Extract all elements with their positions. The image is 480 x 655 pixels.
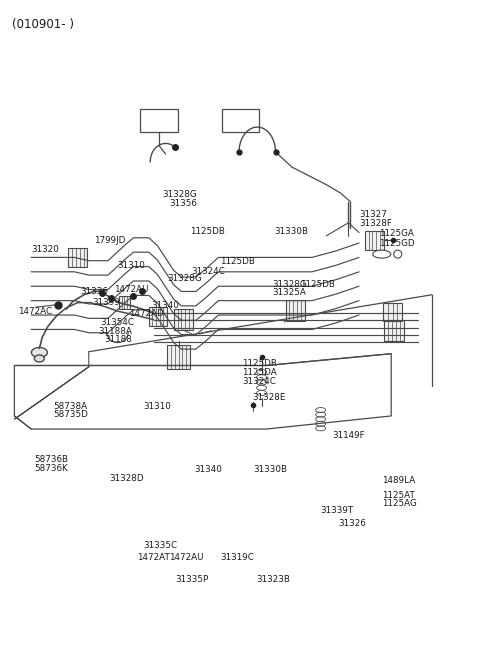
Text: 1472AC: 1472AC bbox=[18, 307, 52, 316]
FancyBboxPatch shape bbox=[222, 109, 259, 132]
Text: 31330B: 31330B bbox=[275, 227, 309, 236]
Text: 31339T: 31339T bbox=[321, 506, 354, 515]
Text: 1125GD: 1125GD bbox=[379, 239, 415, 248]
Text: 58736K: 58736K bbox=[35, 464, 68, 473]
Text: 1125DB: 1125DB bbox=[220, 257, 255, 266]
Text: 31335P: 31335P bbox=[175, 575, 208, 584]
Text: 31310: 31310 bbox=[118, 261, 145, 270]
Text: 31310: 31310 bbox=[143, 402, 171, 411]
Text: 1472AU: 1472AU bbox=[169, 553, 204, 563]
FancyBboxPatch shape bbox=[167, 345, 190, 369]
Text: 31325A: 31325A bbox=[273, 288, 307, 297]
Text: 31328G: 31328G bbox=[167, 274, 202, 283]
Text: 31188A: 31188A bbox=[98, 327, 132, 336]
Text: 31328F: 31328F bbox=[359, 219, 392, 229]
Text: 1799JD: 1799JD bbox=[94, 236, 125, 245]
Text: 31324C: 31324C bbox=[191, 267, 225, 276]
Text: 31354C: 31354C bbox=[100, 318, 134, 328]
Text: 31328D: 31328D bbox=[109, 474, 144, 483]
Text: 1472AU: 1472AU bbox=[114, 285, 149, 294]
Text: 31149F: 31149F bbox=[332, 431, 365, 440]
Ellipse shape bbox=[394, 250, 402, 258]
Text: 1125AT: 1125AT bbox=[382, 491, 415, 500]
Text: 31320: 31320 bbox=[31, 245, 59, 254]
Text: 31328G: 31328G bbox=[162, 190, 197, 199]
FancyBboxPatch shape bbox=[119, 296, 130, 309]
Text: 31336: 31336 bbox=[81, 287, 108, 296]
Text: 1125DB: 1125DB bbox=[190, 227, 225, 236]
Text: 31335C: 31335C bbox=[143, 541, 177, 550]
Text: 31327: 31327 bbox=[359, 210, 387, 219]
Text: 1472AT: 1472AT bbox=[137, 553, 169, 563]
Text: 31323B: 31323B bbox=[257, 575, 291, 584]
Text: 31340: 31340 bbox=[194, 465, 222, 474]
Text: 1472AD: 1472AD bbox=[129, 309, 164, 318]
Text: 1125GA: 1125GA bbox=[379, 229, 414, 238]
Text: 1489LA: 1489LA bbox=[382, 476, 415, 485]
FancyBboxPatch shape bbox=[174, 309, 193, 330]
Text: 31328E: 31328E bbox=[252, 393, 286, 402]
FancyBboxPatch shape bbox=[365, 231, 384, 250]
FancyBboxPatch shape bbox=[383, 303, 402, 321]
Text: 1125DA: 1125DA bbox=[242, 368, 277, 377]
Text: (010901- ): (010901- ) bbox=[12, 18, 74, 31]
FancyBboxPatch shape bbox=[384, 320, 404, 341]
Text: 31319C: 31319C bbox=[220, 553, 254, 563]
Text: 31188: 31188 bbox=[105, 335, 132, 345]
Text: 31340: 31340 bbox=[151, 301, 179, 310]
Text: 1125AG: 1125AG bbox=[382, 499, 417, 508]
Ellipse shape bbox=[373, 250, 391, 258]
Text: 31330B: 31330B bbox=[253, 465, 288, 474]
Text: 1125DB: 1125DB bbox=[300, 280, 335, 290]
Text: 58738A: 58738A bbox=[54, 402, 88, 411]
Text: 1125DR: 1125DR bbox=[242, 359, 277, 368]
Text: 31356: 31356 bbox=[169, 199, 197, 208]
Ellipse shape bbox=[35, 355, 44, 362]
Text: 31326: 31326 bbox=[338, 519, 366, 529]
FancyBboxPatch shape bbox=[140, 109, 178, 132]
Ellipse shape bbox=[31, 347, 48, 358]
FancyBboxPatch shape bbox=[149, 307, 167, 326]
Text: 31324C: 31324C bbox=[242, 377, 276, 386]
Text: 31399: 31399 bbox=[92, 298, 120, 307]
Text: 31328G: 31328G bbox=[273, 280, 307, 290]
FancyBboxPatch shape bbox=[286, 300, 305, 321]
FancyBboxPatch shape bbox=[68, 248, 87, 267]
Text: 58735D: 58735D bbox=[54, 410, 89, 419]
Text: 58736B: 58736B bbox=[35, 455, 69, 464]
